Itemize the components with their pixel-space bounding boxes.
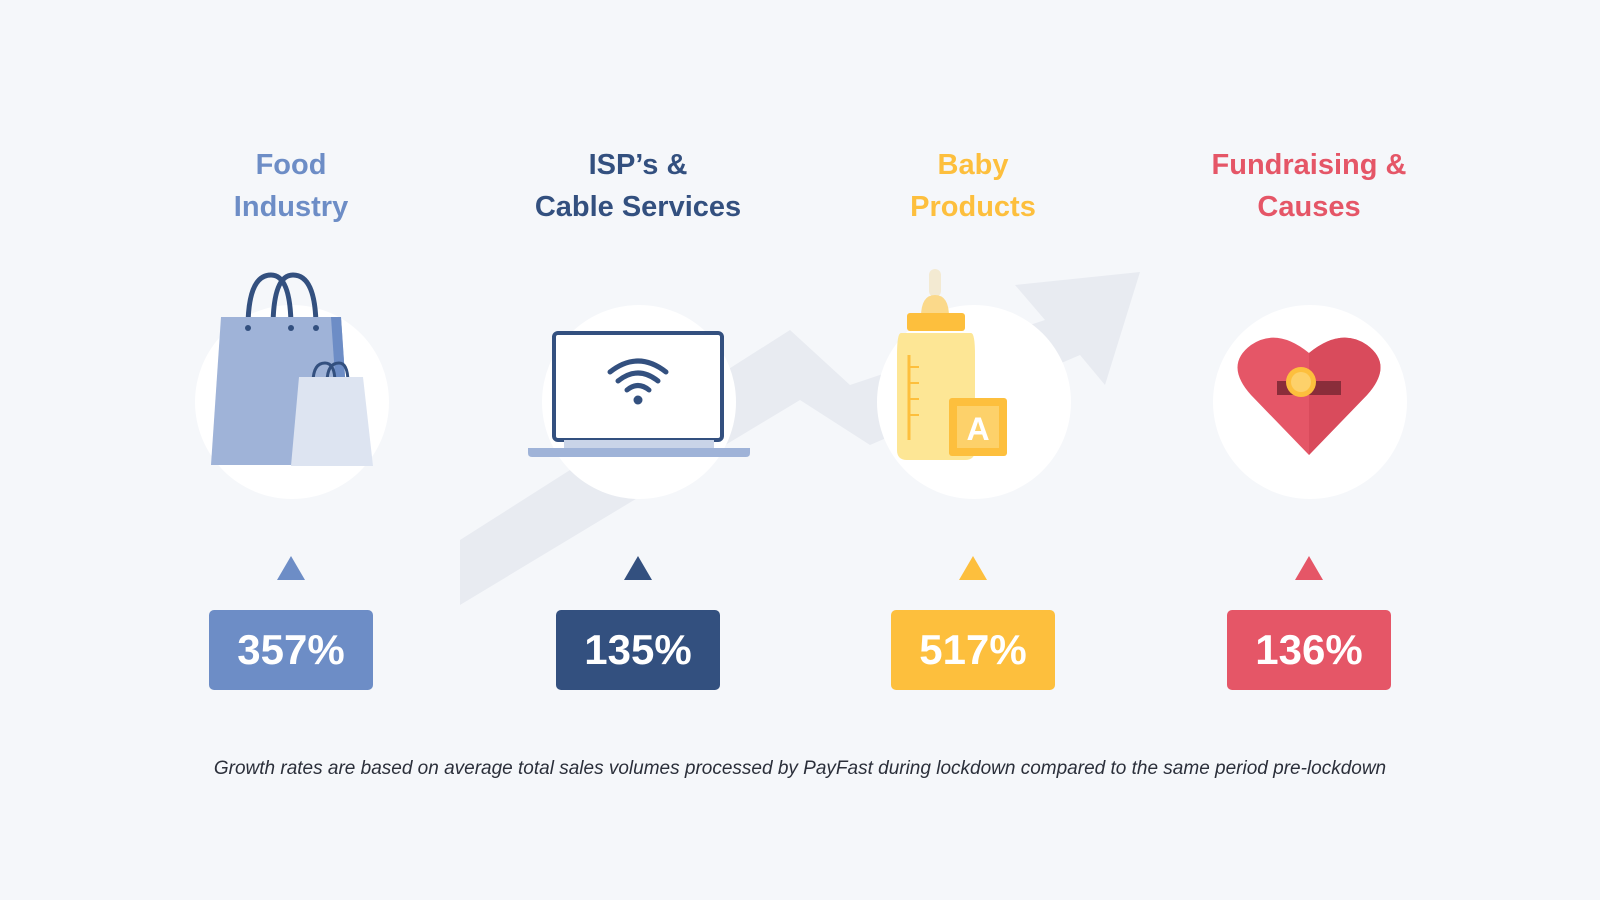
category-title: ISP’s & Cable Services: [534, 149, 742, 223]
growth-value-box: 517%: [891, 610, 1055, 690]
increase-arrow-icon: [959, 556, 987, 580]
increase-arrow-icon: [624, 556, 652, 580]
heart-coin-icon: [1237, 337, 1381, 455]
category-baby: Baby Products A 517%: [823, 0, 1123, 720]
footnote: Growth rates are based on average total …: [213, 758, 1387, 779]
growth-value-box: 357%: [209, 610, 373, 690]
category-title: Fundraising & Causes: [1211, 149, 1407, 223]
svg-text:A: A: [966, 411, 989, 447]
increase-arrow-icon: [277, 556, 305, 580]
category-food: Food Industry 357%: [141, 0, 441, 720]
baby-bottle-block-icon: A: [897, 269, 1007, 460]
laptop-wifi-icon: [528, 331, 750, 457]
growth-value-box: 136%: [1227, 610, 1391, 690]
category-fundraising: Fundraising & Causes 136%: [1159, 0, 1459, 720]
increase-arrow-icon: [1295, 556, 1323, 580]
category-title: Baby Products: [910, 149, 1036, 223]
category-isp: ISP’s & Cable Services 135%: [488, 0, 788, 720]
growth-value-box: 135%: [556, 610, 720, 690]
shopping-bags-icon: [211, 272, 373, 466]
category-title: Food Industry: [233, 149, 349, 223]
